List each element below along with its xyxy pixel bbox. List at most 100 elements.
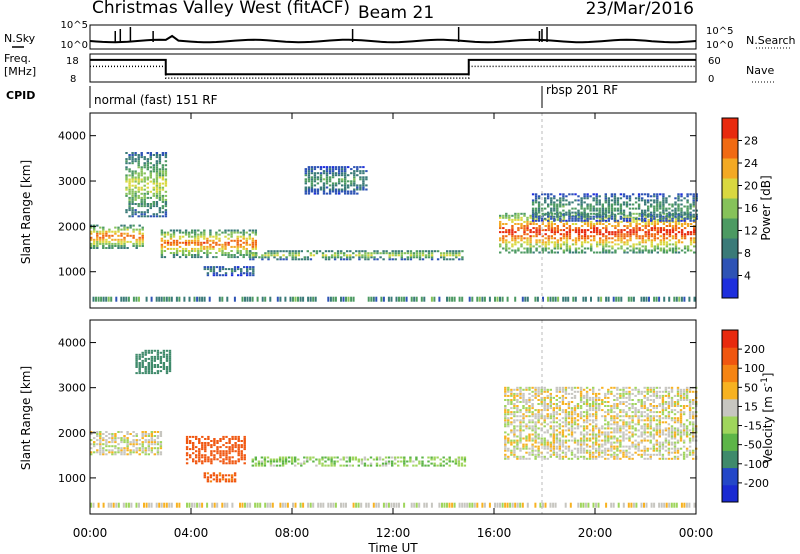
scatter-cell — [338, 174, 341, 177]
scatter-cell — [631, 431, 634, 434]
scatter-cell — [168, 357, 172, 360]
scatter-cell — [240, 454, 243, 457]
scatter-cell — [616, 457, 619, 460]
scatter-cell — [571, 207, 574, 210]
scatter-cell — [161, 188, 165, 191]
scatter-cell — [523, 233, 526, 236]
scatter-cell — [667, 435, 671, 438]
scatter-cell — [662, 193, 665, 196]
scatter-cell — [638, 235, 641, 238]
scatter-cell — [671, 243, 675, 246]
scatter-cell — [230, 480, 234, 483]
scatter-cell — [132, 431, 135, 433]
scatter-cell — [679, 415, 683, 418]
scatter-cell — [391, 258, 394, 261]
scatter-cell — [571, 215, 574, 218]
scatter-cell — [134, 152, 137, 154]
scatter-cell — [246, 272, 249, 275]
scatter-cell — [421, 460, 424, 463]
scatter-cell — [128, 154, 131, 156]
scatter-cell — [240, 274, 243, 277]
scatter-cell — [138, 232, 141, 235]
scatter-cell — [610, 386, 613, 389]
scatter-cell — [169, 247, 173, 250]
scatter-cell — [421, 250, 425, 253]
scatter-cell — [547, 220, 550, 223]
scatter-cell — [559, 245, 563, 248]
scatter-cell — [209, 231, 212, 234]
scatter-cell — [692, 451, 695, 454]
scatter-cell — [146, 205, 149, 208]
scatter-cell — [322, 172, 326, 175]
scatter-cell — [309, 254, 313, 257]
scatter-cell — [338, 192, 341, 195]
scatter-cell — [251, 241, 254, 244]
scatter-cell — [550, 199, 553, 202]
scatter-cell — [344, 178, 347, 181]
scatter-cell — [576, 407, 580, 410]
scatter-cell — [198, 460, 201, 463]
scatter-cell — [632, 251, 635, 254]
scatter-cell — [537, 215, 541, 218]
scatter-cell — [224, 241, 227, 244]
scatter-cell — [570, 451, 574, 454]
scatter-cell — [604, 396, 607, 399]
scatter-cell — [522, 415, 525, 418]
scatter-cell — [588, 451, 592, 454]
scatter-cell — [580, 217, 583, 220]
scatter-cell — [558, 409, 561, 412]
scatter-cell — [315, 252, 319, 255]
scatter-cell — [504, 437, 507, 440]
near-range-cell — [387, 296, 390, 302]
scatter-cell — [240, 446, 243, 449]
colorbar-tick-label: 16 — [744, 202, 758, 215]
scatter-cell — [362, 178, 365, 181]
scatter-cell — [99, 449, 102, 452]
scatter-cell — [640, 419, 643, 422]
scatter-cell — [138, 353, 141, 356]
scatter-cell — [568, 193, 571, 196]
scatter-cell — [622, 453, 625, 456]
scatter-cell — [552, 439, 555, 442]
scatter-cell — [166, 233, 170, 236]
scatter-cell — [526, 249, 529, 252]
scatter-cell — [653, 237, 656, 240]
scatter-cell — [105, 232, 108, 235]
scatter-cell — [598, 399, 601, 401]
scatter-cell — [114, 441, 117, 444]
scatter-cell — [607, 209, 610, 212]
scatter-cell — [661, 441, 665, 444]
scatter-cell — [175, 241, 179, 244]
scatter-cell — [685, 427, 689, 430]
scatter-cell — [555, 433, 558, 436]
scatter-cell — [544, 237, 547, 240]
scatter-cell — [155, 174, 159, 177]
scatter-cell — [338, 182, 341, 185]
near-range-cell — [105, 296, 108, 302]
scatter-cell — [631, 453, 634, 456]
scatter-cell — [686, 233, 690, 236]
scatter-cell — [218, 229, 221, 232]
scatter-cell — [149, 207, 152, 210]
scatter-cell — [331, 174, 335, 177]
scatter-cell — [644, 239, 647, 242]
velocity-heatmap — [90, 349, 698, 508]
scatter-cell — [570, 429, 574, 432]
scatter-cell — [134, 190, 137, 193]
scatter-cell — [412, 460, 415, 463]
scatter-cell — [580, 203, 583, 206]
scatter-cell — [604, 415, 607, 418]
scatter-cell — [674, 203, 677, 206]
scatter-cell — [96, 230, 99, 233]
scatter-cell — [511, 243, 514, 246]
scatter-cell — [585, 403, 589, 405]
scatter-cell — [623, 214, 626, 217]
scatter-cell — [200, 243, 203, 246]
scatter-cell — [598, 213, 601, 216]
scatter-cell — [310, 186, 314, 189]
scatter-cell — [598, 201, 601, 204]
scatter-cell — [607, 437, 610, 440]
scatter-cell — [455, 252, 458, 255]
scatter-cell — [531, 439, 534, 442]
scatter-cell — [505, 223, 508, 225]
